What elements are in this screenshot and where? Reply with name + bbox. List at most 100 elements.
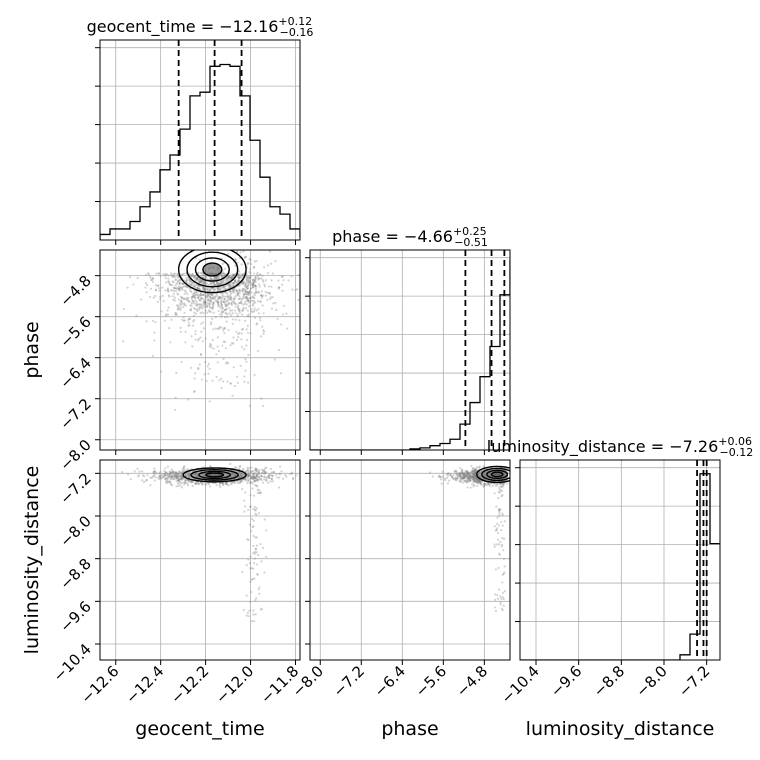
sample-point	[468, 478, 472, 482]
x-tick-label-phase: −6.4	[371, 662, 409, 700]
sample-point	[193, 294, 197, 297]
sample-point	[171, 275, 174, 278]
sample-point	[194, 338, 197, 341]
sample-point	[472, 478, 475, 481]
sample-point	[198, 288, 201, 291]
sample-point	[462, 476, 466, 479]
sample-point	[232, 298, 235, 301]
sample-point	[247, 473, 250, 477]
sample-point	[193, 377, 196, 380]
sample-point	[181, 282, 184, 285]
sample-point	[197, 296, 200, 299]
sample-point	[244, 369, 247, 372]
sample-point	[204, 337, 207, 340]
sample-point	[213, 281, 216, 284]
sample-point	[196, 296, 199, 299]
sample-point	[455, 470, 458, 473]
sample-point	[246, 473, 250, 476]
sample-point	[189, 283, 192, 286]
sample-point	[495, 543, 499, 546]
sample-point	[501, 494, 504, 497]
sample-point	[457, 472, 460, 476]
sample-point	[153, 331, 156, 334]
sample-point	[223, 297, 226, 300]
hist-bin	[460, 424, 470, 450]
sample-point	[242, 282, 245, 285]
sample-point	[252, 283, 255, 286]
sample-point	[466, 476, 470, 479]
sample-point	[236, 281, 239, 284]
sample-point	[493, 593, 497, 596]
sample-point	[246, 324, 249, 327]
sample-point	[158, 474, 161, 478]
sample-point	[301, 303, 303, 305]
sample-point	[466, 476, 470, 479]
sample-point	[233, 274, 236, 277]
sample-point	[248, 481, 252, 485]
sample-point	[200, 280, 203, 284]
sample-point	[269, 467, 273, 471]
sample-point	[250, 475, 253, 478]
sample-point	[465, 474, 468, 477]
sample-point	[256, 275, 259, 278]
sample-point	[263, 283, 266, 286]
sample-point	[189, 366, 193, 369]
sample-point	[437, 474, 441, 477]
sample-point	[248, 404, 252, 407]
sample-point	[219, 281, 222, 285]
sample-point	[167, 306, 170, 309]
sample-point	[228, 278, 231, 281]
sample-point	[126, 286, 129, 289]
sample-point	[240, 474, 243, 477]
sample-point	[463, 479, 467, 483]
sample-point	[127, 473, 130, 476]
sample-point	[496, 522, 499, 525]
x-tick-label-phase: −4.8	[453, 662, 491, 700]
sample-point	[175, 477, 178, 480]
y-tick-label-luminosity_distance: −10.4	[50, 640, 95, 685]
sample-point	[212, 303, 215, 306]
sample-point	[261, 481, 265, 484]
sample-point	[252, 309, 256, 313]
sample-point	[281, 289, 284, 292]
sample-point	[137, 474, 141, 477]
sample-point	[503, 474, 506, 477]
sample-point	[246, 309, 249, 312]
sample-point	[245, 360, 248, 363]
sample-point	[195, 294, 198, 297]
sample-point	[200, 280, 203, 283]
sample-point	[217, 297, 221, 300]
sample-point	[474, 477, 478, 480]
sample-point	[247, 479, 250, 482]
sample-point	[256, 485, 259, 488]
sample-point	[173, 276, 177, 279]
sample-point	[476, 477, 479, 481]
sample-point	[206, 311, 209, 314]
sample-point	[488, 482, 491, 485]
sample-point	[238, 474, 242, 477]
sample-point	[169, 283, 172, 286]
sample-point	[251, 284, 254, 287]
sample-point	[243, 256, 247, 259]
sample-point	[238, 297, 241, 300]
sample-point	[280, 323, 283, 326]
sample-point	[165, 481, 168, 484]
sample-point	[236, 291, 239, 295]
sample-point	[168, 474, 171, 478]
sample-point	[210, 282, 213, 285]
sample-point	[235, 473, 238, 477]
sample-point	[241, 273, 244, 276]
sample-point	[497, 588, 501, 591]
sample-point	[503, 472, 506, 475]
sample-point	[465, 473, 468, 476]
sample-point	[199, 306, 203, 309]
sample-point	[243, 284, 246, 287]
sample-point	[250, 274, 253, 278]
sample-point	[282, 279, 285, 282]
sample-point	[263, 471, 267, 474]
sample-point	[190, 283, 193, 286]
sample-point	[238, 302, 241, 305]
sample-point	[328, 283, 330, 285]
sample-point	[225, 308, 228, 311]
sample-point	[245, 303, 248, 306]
